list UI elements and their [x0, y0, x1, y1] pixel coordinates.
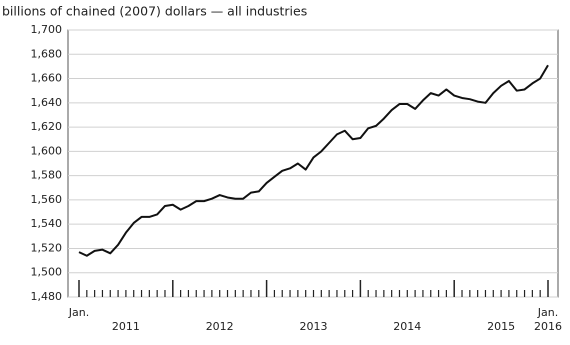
y-tick-label: 1,500 — [31, 266, 63, 279]
y-tick-label: 1,660 — [31, 72, 63, 85]
y-tick-label: 1,640 — [31, 96, 63, 109]
x-tick-label: Jan. — [68, 306, 89, 319]
x-group-label: 2016 — [534, 320, 562, 333]
x-group-label: 2014 — [393, 320, 421, 333]
y-tick-label: 1,540 — [31, 217, 63, 230]
x-group-label: 2013 — [300, 320, 328, 333]
line-series — [78, 64, 549, 257]
y-tick-label: 1,680 — [31, 47, 63, 60]
plot-frame — [67, 29, 559, 298]
y-tick-label: 1,580 — [31, 169, 63, 182]
chart-title: billions of chained (2007) dollars — all… — [2, 4, 307, 19]
y-tick-label: 1,480 — [31, 290, 63, 303]
y-tick-label: 1,520 — [31, 241, 63, 254]
x-group-label: 2011 — [112, 320, 140, 333]
y-tick-label: 1,560 — [31, 193, 63, 206]
x-tick-label: Jan. — [537, 306, 558, 319]
y-tick-label: 1,700 — [31, 23, 63, 36]
y-tick-label: 1,620 — [31, 120, 63, 133]
x-group-label: 2015 — [487, 320, 515, 333]
x-group-label: 2012 — [206, 320, 234, 333]
y-tick-label: 1,600 — [31, 144, 63, 157]
